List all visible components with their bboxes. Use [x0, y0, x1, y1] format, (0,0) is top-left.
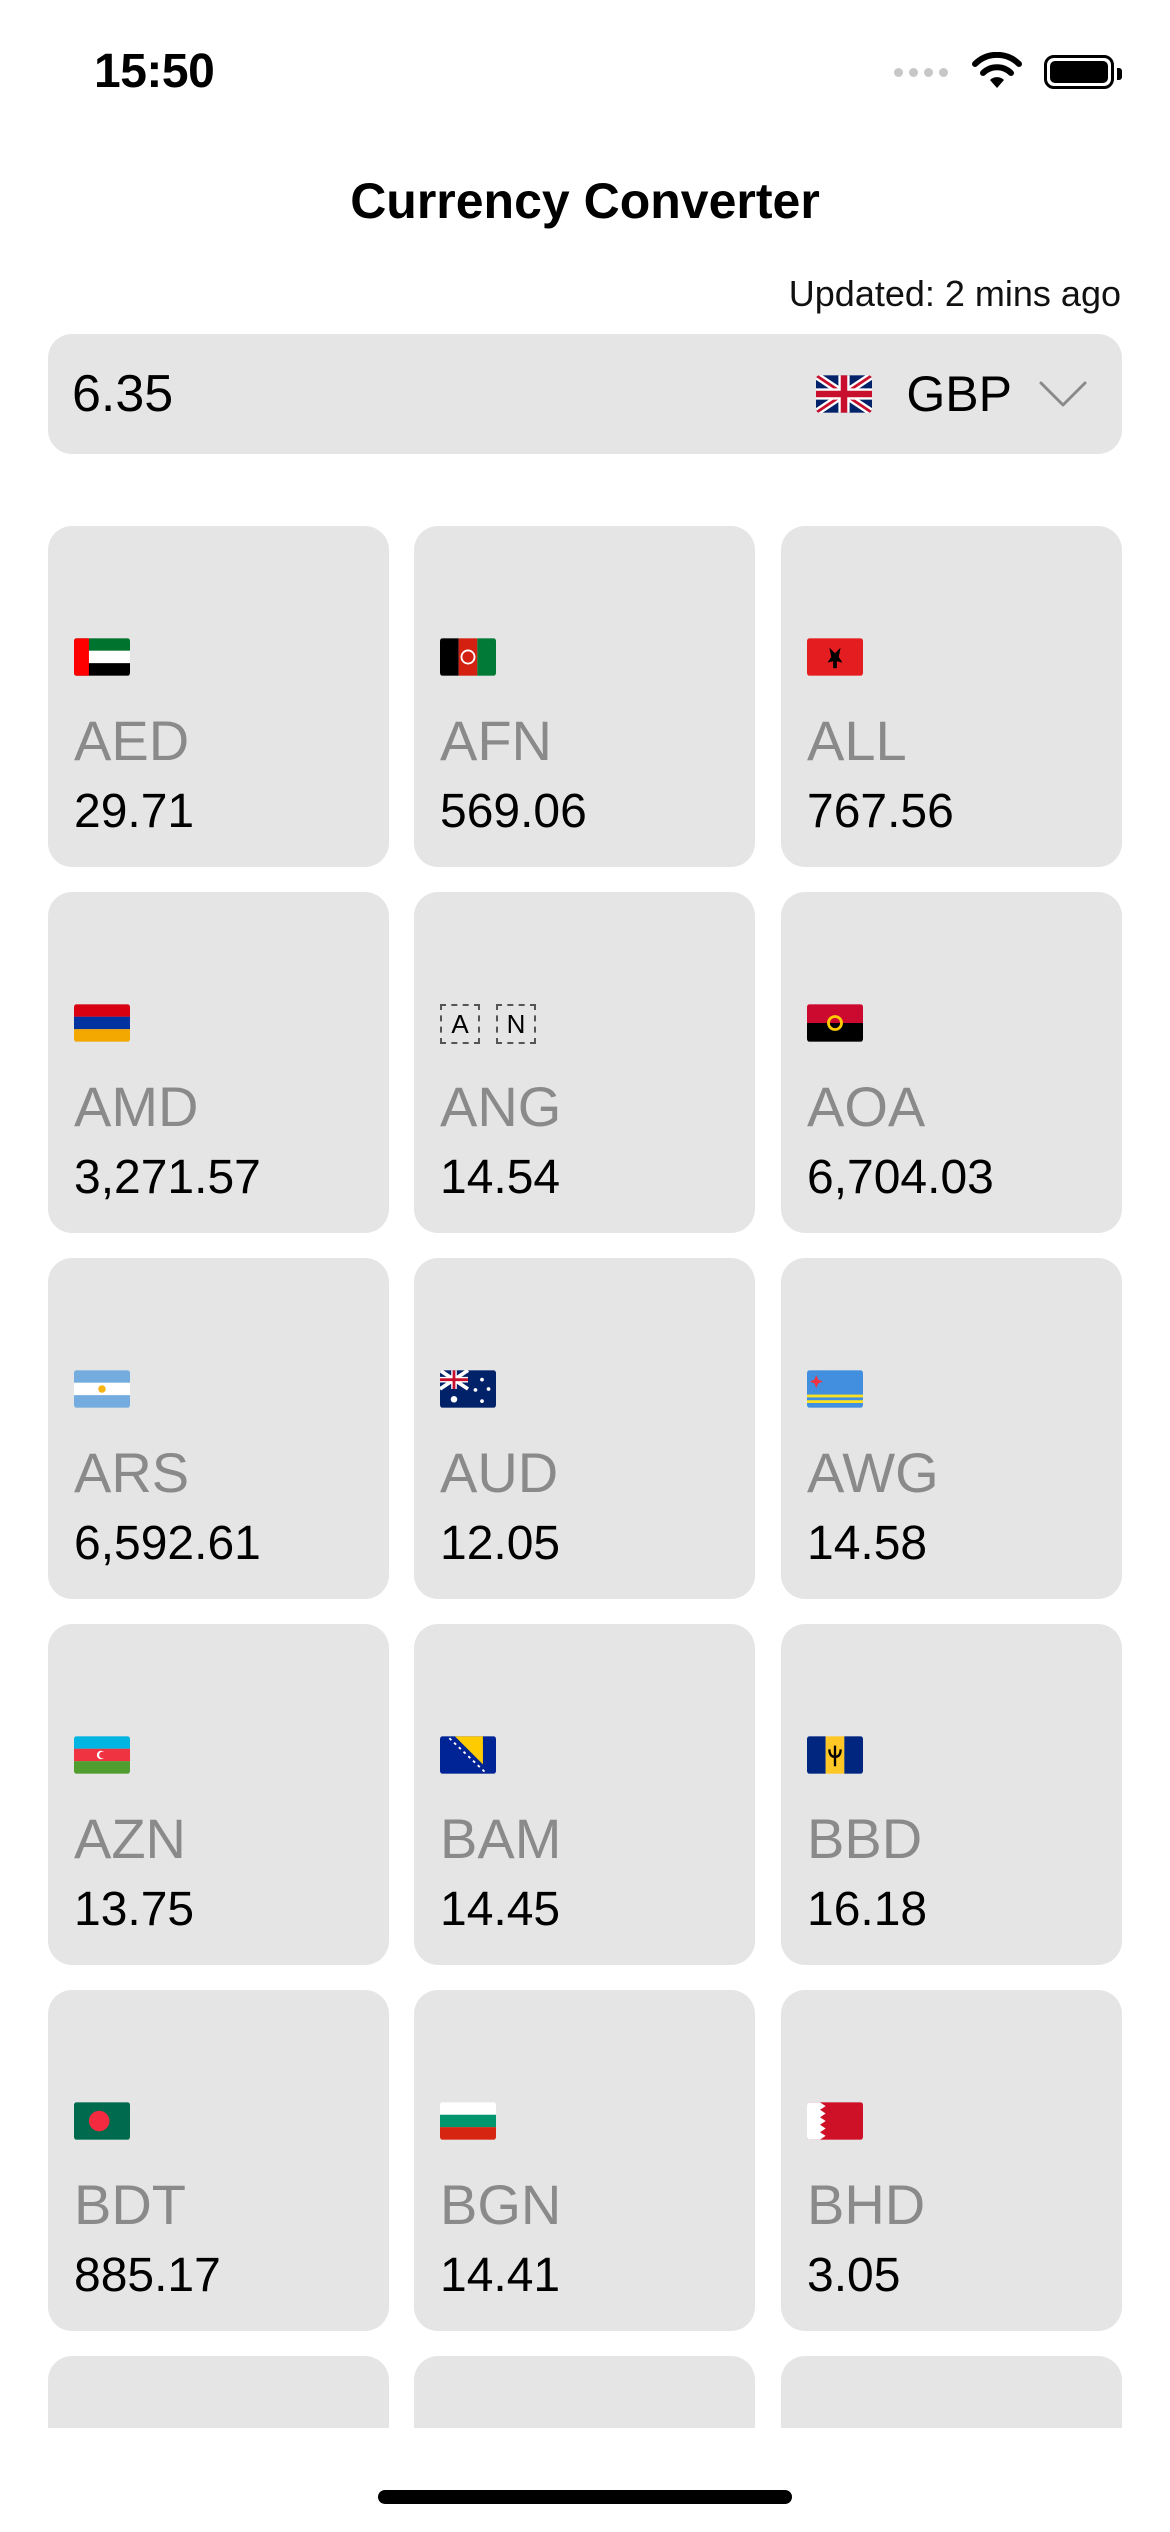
- currency-value: 3.05: [807, 2249, 901, 2302]
- currency-value: 14.45: [440, 1883, 561, 1936]
- currency-card-all[interactable]: ALL 767.56: [781, 526, 1122, 867]
- status-time: 15:50: [94, 45, 215, 98]
- currency-card-afn[interactable]: AFN 569.06: [414, 526, 755, 867]
- page-title: Currency Converter: [350, 173, 820, 229]
- currency-code: ANG: [440, 1075, 562, 1138]
- currency-code: ARS: [74, 1441, 190, 1504]
- currency-card-bbd[interactable]: BBD 16.18: [781, 1624, 1122, 1965]
- currency-value: 14.58: [807, 1517, 928, 1570]
- missing-flag-icon: A N: [440, 1004, 536, 1044]
- currency-value: 16.18: [807, 1883, 928, 1936]
- currency-card-aed[interactable]: AED 29.71: [48, 526, 389, 867]
- ar-flag-icon: [74, 1370, 130, 1408]
- amount-input[interactable]: 6.35: [72, 365, 174, 423]
- currency-value: 13.75: [74, 1883, 195, 1936]
- currency-code: AED: [74, 709, 190, 772]
- currency-value: 767.56: [807, 785, 954, 838]
- au-flag-icon: [440, 1370, 496, 1408]
- currency-code: BBD: [807, 1807, 923, 1870]
- currency-card-bam[interactable]: BAM 14.45: [414, 1624, 755, 1965]
- battery-icon: [1044, 55, 1122, 89]
- az-flag-icon: [74, 1736, 130, 1774]
- status-icons: [894, 52, 1122, 92]
- currency-grid: AED 29.71 AFN 569.06 ALL 767.56 AMD 3,27…: [48, 526, 1122, 2428]
- ba-flag-icon: [440, 1736, 496, 1774]
- currency-value: 12.05: [440, 1517, 561, 1570]
- ae-flag-icon: [74, 638, 130, 676]
- last-updated-label: Updated: 2 mins ago: [788, 273, 1121, 314]
- am-flag-icon: [74, 1004, 130, 1042]
- chevron-down-icon: [1039, 381, 1087, 407]
- currency-code: AUD: [440, 1441, 559, 1504]
- cellular-signal-icon: [894, 67, 948, 77]
- status-bar: 15:50: [0, 0, 1170, 150]
- home-indicator[interactable]: [378, 2490, 792, 2504]
- bg-flag-icon: [440, 2102, 496, 2140]
- currency-value: 14.41: [440, 2249, 561, 2302]
- currency-card-azn[interactable]: AZN 13.75: [48, 1624, 389, 1965]
- currency-card-ang[interactable]: A N ANG 14.54: [414, 892, 755, 1233]
- currency-card-bdt[interactable]: BDT 885.17: [48, 1990, 389, 2331]
- currency-card-bhd[interactable]: BHD 3.05: [781, 1990, 1122, 2331]
- gb-flag-icon: [816, 375, 873, 413]
- currency-card-ars[interactable]: ARS 6,592.61: [48, 1258, 389, 1599]
- base-currency-code: GBP: [906, 366, 1012, 422]
- currency-value: 3,271.57: [74, 1151, 261, 1204]
- amount-input-bar: 6.35 GBP: [48, 334, 1122, 454]
- currency-code: AFN: [440, 709, 552, 772]
- currency-code: BHD: [807, 2173, 926, 2236]
- currency-card-amd[interactable]: AMD 3,271.57: [48, 892, 389, 1233]
- currency-code: AZN: [74, 1807, 186, 1870]
- currency-card-awg[interactable]: AWG 14.58: [781, 1258, 1122, 1599]
- currency-value: 14.54: [440, 1151, 561, 1204]
- bd-flag-icon: [74, 2102, 130, 2140]
- aw-flag-icon: [807, 1370, 863, 1408]
- currency-card-aoa[interactable]: AOA 6,704.03: [781, 892, 1122, 1233]
- currency-code: BGN: [440, 2173, 562, 2236]
- wifi-icon: [972, 52, 1022, 88]
- currency-card-aud[interactable]: AUD 12.05: [414, 1258, 755, 1599]
- currency-value: 569.06: [440, 785, 587, 838]
- currency-value: 6,704.03: [807, 1151, 994, 1204]
- ao-flag-icon: [807, 1004, 863, 1042]
- currency-code: AMD: [74, 1075, 199, 1138]
- currency-code: AWG: [807, 1441, 939, 1504]
- currency-card[interactable]: [414, 2356, 755, 2428]
- base-currency-selector[interactable]: GBP: [816, 358, 1088, 430]
- af-flag-icon: [440, 638, 496, 676]
- bh-flag-icon: [807, 2102, 863, 2140]
- currency-value: 29.71: [74, 785, 195, 838]
- currency-value: 885.17: [74, 2249, 221, 2302]
- currency-code: AOA: [807, 1075, 926, 1138]
- currency-card[interactable]: [48, 2356, 389, 2428]
- bb-flag-icon: [807, 1736, 863, 1774]
- currency-code: ALL: [807, 709, 907, 772]
- currency-code: BDT: [74, 2173, 186, 2236]
- currency-card[interactable]: [781, 2356, 1122, 2428]
- al-flag-icon: [807, 638, 863, 676]
- currency-code: BAM: [440, 1807, 562, 1870]
- currency-card-bgn[interactable]: BGN 14.41: [414, 1990, 755, 2331]
- currency-value: 6,592.61: [74, 1517, 261, 1570]
